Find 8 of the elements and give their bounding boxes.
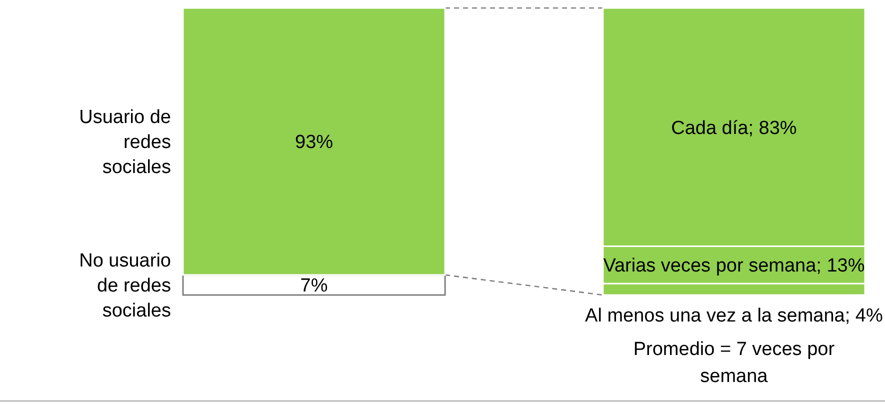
text: Promedio = 7 veces por semana [633,339,836,387]
data-label: 7% [300,276,328,297]
data-label: Al menos una vez a la semana; 4% [585,306,883,327]
series-label: No usuario de redes sociales [79,250,171,322]
series-label: Usuario de redes sociales [79,107,171,178]
data-label: 93% [295,132,334,154]
data-label: Cada día; 83% [671,118,797,139]
data-label: Varias veces por semana; 13% [603,256,865,277]
